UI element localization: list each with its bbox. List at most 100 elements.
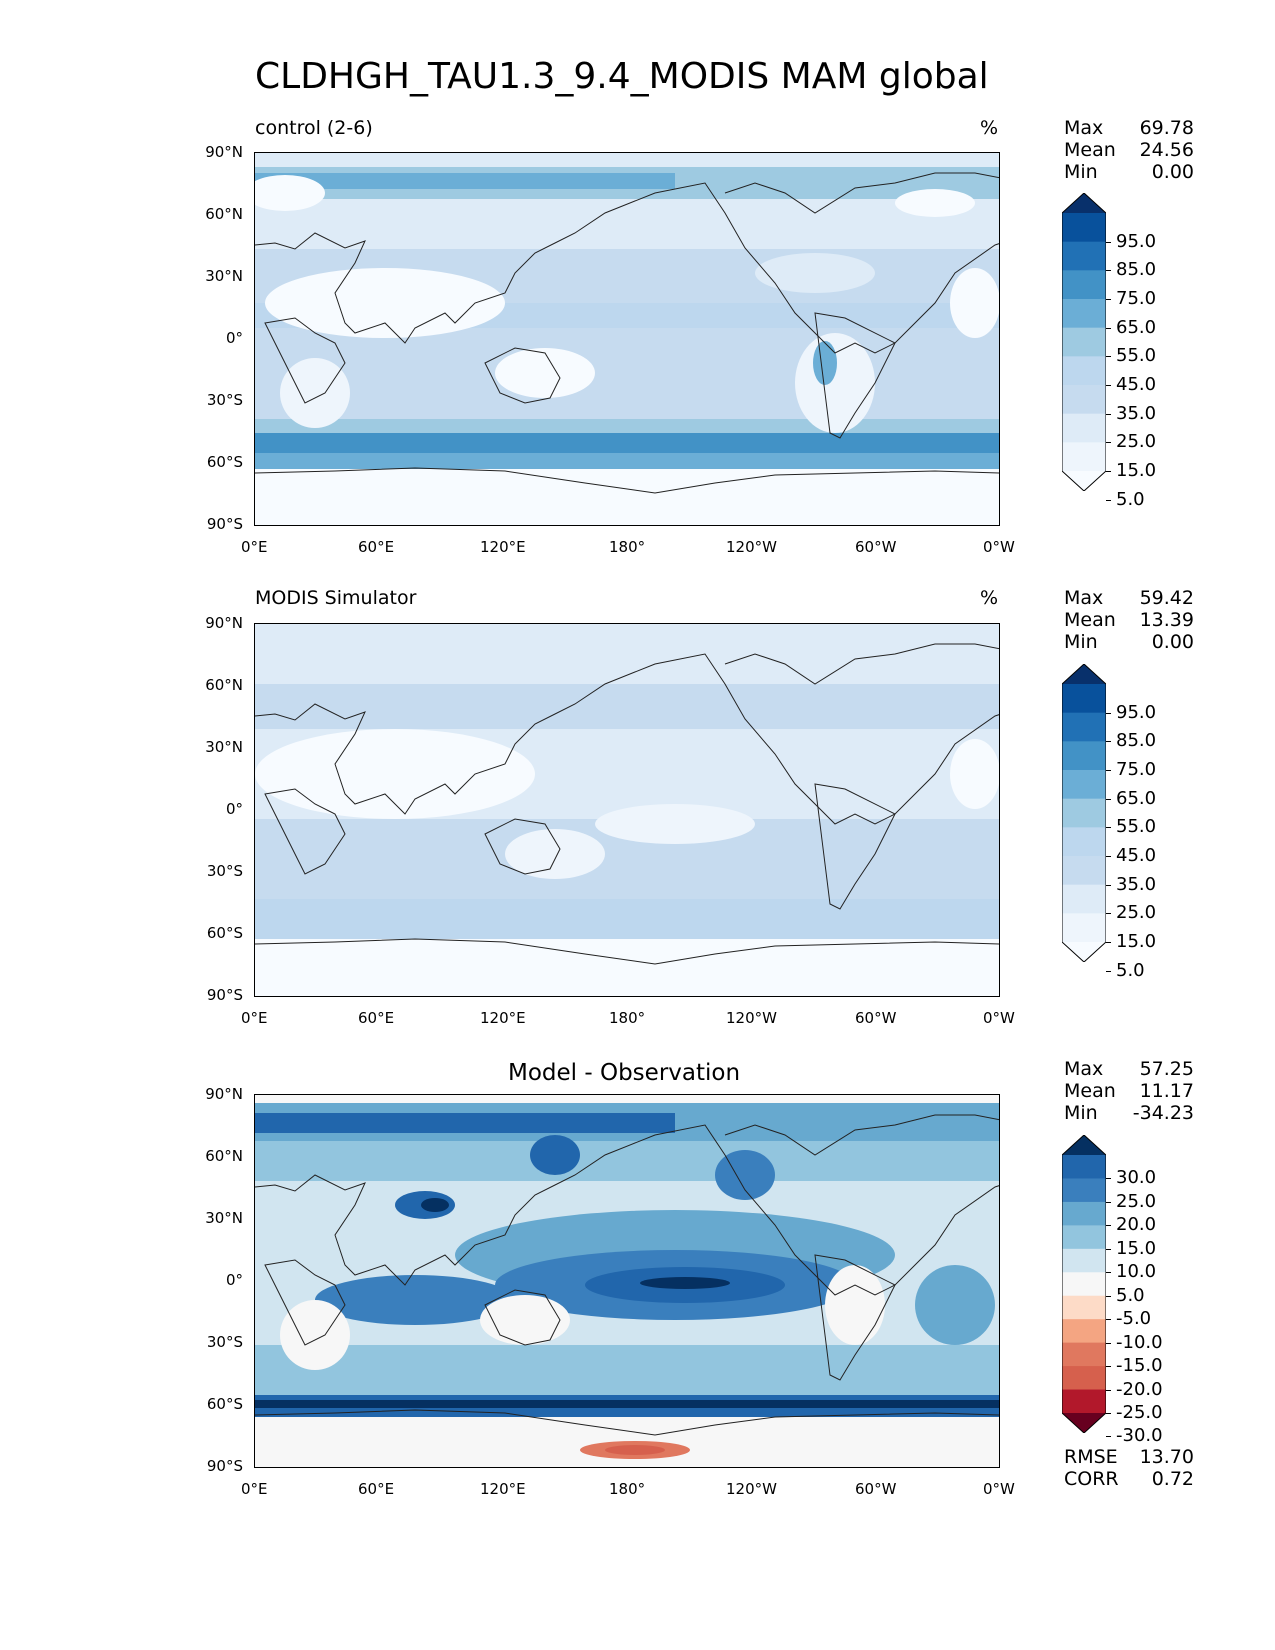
field-band — [255, 624, 999, 684]
stats-box: Max 69.78 Mean 24.56 Min 0.00 — [1064, 117, 1194, 183]
field-band — [255, 359, 999, 419]
colorbar-tick-mark — [1106, 1366, 1111, 1368]
lon-tick: 120°E — [480, 1480, 526, 1498]
colorbar-tick-label: 55.0 — [1116, 345, 1157, 367]
colorbar-tick-mark — [1106, 499, 1111, 501]
stat-mean: Mean 13.39 — [1064, 609, 1194, 631]
colorbar-tick-mark — [1106, 270, 1111, 272]
lon-tick: 120°E — [480, 538, 526, 556]
north-coast-path — [724, 1114, 999, 1156]
stat-min: Min 0.00 — [1064, 631, 1194, 653]
field-patch — [950, 268, 999, 338]
colorbar-segment — [1062, 385, 1106, 415]
panel-test: control (2-6) % — [0, 0, 1275, 556]
lon-tick: 60°E — [358, 538, 395, 556]
australia-outline — [484, 347, 561, 404]
lat-tick: 90°S — [206, 515, 243, 533]
page-title: CLDHGH_TAU1.3_9.4_MODIS MAM global — [255, 56, 989, 97]
colorbar-tick-mark — [1106, 942, 1111, 943]
colorbar-segment — [1062, 270, 1106, 300]
map-reference — [254, 623, 1000, 997]
colorbar-tick-label: 5.0 — [1116, 488, 1145, 510]
field-band — [255, 939, 999, 996]
panel-label: MODIS Simulator — [255, 587, 417, 609]
field-patch — [265, 268, 505, 338]
colorbar-segment — [1062, 827, 1106, 857]
south-america-outline — [814, 1254, 896, 1381]
stat-rmse: RMSE 13.70 — [1064, 1446, 1194, 1468]
colorbar-tick-mark — [1106, 1248, 1111, 1250]
colorbar-tick-label: 85.0 — [1116, 259, 1157, 281]
stats-box: Max 59.42 Mean 13.39 Min 0.00 — [1064, 587, 1194, 653]
colorbar-segment — [1062, 1295, 1106, 1320]
colorbar-tick-label: 15.0 — [1116, 1237, 1157, 1259]
field-patch — [315, 1275, 515, 1325]
colorbar: 95.0 85.0 75.0 65.0 55.0 45.0 35.0 25.0 15.0 5.0 — [1061, 192, 1156, 510]
lat-tick: 90°S — [206, 1457, 243, 1475]
coastline-path — [255, 653, 999, 825]
colorbar-segment — [1062, 1319, 1106, 1344]
field-band — [255, 1400, 999, 1408]
colorbar-tick-label: 25.0 — [1116, 1190, 1157, 1212]
colorbar-tick-label: 95.0 — [1116, 230, 1157, 252]
colorbar-segment — [1062, 1342, 1106, 1367]
colorbar-tick-mark — [1106, 1389, 1111, 1391]
colorbar: 30.0 25.0 20.0 15.0 10.0 5.0 -5.0 -10.0 -15.0 -20… — [1061, 1134, 1163, 1446]
colorbar-graphic — [1061, 1134, 1107, 1434]
field-band — [255, 1141, 999, 1181]
colorbar-tick-mark — [1106, 1413, 1111, 1414]
colorbar-extend-min — [1062, 942, 1106, 962]
colorbar-segment — [1062, 241, 1106, 271]
colorbar-segment — [1062, 1389, 1106, 1414]
colorbar-graphic — [1061, 192, 1107, 492]
colorbar-tick-label: -25.0 — [1116, 1402, 1163, 1423]
lat-tick: 60°N — [205, 205, 243, 223]
africa-outline — [264, 1259, 346, 1346]
colorbar-extend-max — [1062, 1135, 1106, 1155]
lon-tick: 180° — [609, 1480, 646, 1498]
stat-mean: Mean 24.56 — [1064, 139, 1194, 161]
coastlines — [255, 172, 999, 494]
stat-min: Min -34.23 — [1064, 1102, 1194, 1124]
lat-tick: 90°N — [205, 143, 243, 161]
coastline-path — [255, 1124, 999, 1296]
colorbar-extend-max — [1062, 664, 1106, 684]
stat-max: Max 59.42 — [1064, 587, 1194, 609]
lon-tick: 180° — [609, 538, 646, 556]
colorbar-tick-label: -15.0 — [1116, 1355, 1163, 1377]
field-patch — [895, 189, 975, 217]
colorbar-tick-mark — [1106, 1342, 1111, 1344]
colorbar-segment — [1062, 1248, 1106, 1273]
antarctica-outline — [255, 1409, 999, 1436]
colorbar-tick-label: -20.0 — [1116, 1378, 1163, 1400]
lon-tick: 0°E — [241, 1480, 268, 1498]
colorbar-segment — [1062, 213, 1106, 243]
lat-tick: 90°N — [205, 614, 243, 632]
field-band — [255, 199, 999, 249]
field-patch — [255, 729, 535, 819]
lon-tick: 60°E — [358, 1009, 395, 1027]
field-patch — [640, 1277, 730, 1289]
colorbar-tick-mark — [1106, 1201, 1111, 1203]
colorbar-tick-label: 65.0 — [1116, 787, 1157, 809]
colorbar-extend-min — [1062, 471, 1106, 491]
lat-tick: 30°S — [206, 391, 243, 409]
field-patch — [280, 358, 350, 428]
colorbar-segment — [1062, 327, 1106, 357]
colorbar-segment — [1062, 413, 1106, 443]
colorbar-extend-max — [1062, 193, 1106, 213]
map-diff — [254, 1094, 1000, 1468]
colorbar-segment — [1062, 1201, 1106, 1226]
africa-outline — [264, 788, 346, 875]
colorbar-segment — [1062, 356, 1106, 386]
colorbar-segment — [1062, 712, 1106, 742]
field-patch — [530, 1135, 580, 1175]
lon-tick: 0°W — [983, 1480, 1015, 1498]
lat-tick: 30°S — [206, 1333, 243, 1351]
lon-tick: 0°E — [241, 538, 268, 556]
panel-label: control (2-6) — [255, 117, 373, 139]
colorbar-tick-mark — [1106, 356, 1111, 358]
field-band — [255, 684, 999, 729]
lat-tick: 60°S — [206, 1395, 243, 1413]
lat-tick: 0° — [225, 800, 243, 818]
